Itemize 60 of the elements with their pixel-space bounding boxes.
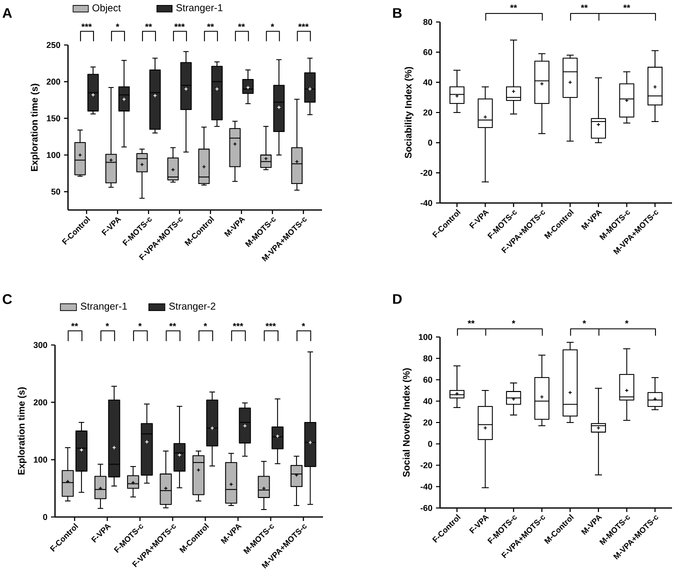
y-tick-label: 20 [423, 420, 432, 426]
text: ** [169, 323, 176, 326]
text: ** [623, 4, 630, 8]
text: * [138, 323, 142, 326]
y-tick-label: 40 [423, 79, 432, 86]
y-tick-label: 80 [423, 19, 432, 25]
chart-title: B [393, 8, 402, 18]
y-tick-label: 100 [418, 334, 432, 340]
y-tick-label: 50 [51, 188, 60, 195]
text: ** [207, 24, 214, 27]
y-tick-label: 60 [423, 49, 432, 56]
text: * [204, 323, 208, 326]
text: *** [81, 24, 92, 27]
y-tick-label: 0 [43, 514, 48, 520]
y-tick-label: -40 [420, 484, 432, 490]
text: ** [510, 4, 518, 8]
text: * [582, 320, 586, 324]
text: ** [580, 4, 588, 8]
chart-title: A [2, 8, 12, 18]
text: *** [174, 24, 185, 27]
y-tick-label: -20 [420, 462, 432, 468]
text: * [116, 24, 120, 27]
y-tick-label: 80 [423, 355, 432, 362]
y-tick-label: 100 [34, 456, 48, 463]
y-tick-label: 150 [46, 115, 60, 122]
y-axis-title: Social Novelty Index (%) [402, 368, 412, 477]
y-tick-label: 300 [34, 342, 48, 348]
y-tick-label: 60 [423, 376, 432, 383]
text: ** [468, 320, 475, 324]
y-tick-label: -20 [420, 170, 432, 176]
text: ** [238, 24, 245, 27]
text: * [106, 323, 110, 326]
text: ** [145, 24, 152, 27]
y-tick-label: 200 [46, 78, 60, 85]
chart-title: C [2, 294, 12, 304]
legend-label: Stranger-2 [169, 302, 216, 312]
legend-label: Stranger-1 [80, 302, 127, 312]
text: * [625, 320, 628, 324]
y-tick-label: 0 [428, 140, 432, 146]
y-tick-label: -60 [420, 505, 432, 511]
text: *** [232, 323, 244, 326]
text: * [270, 24, 274, 27]
y-tick-label: 40 [423, 398, 432, 404]
legend-label: Object [92, 4, 121, 14]
text: *** [266, 323, 276, 326]
text: ** [71, 323, 78, 326]
y-tick-label: 0 [428, 440, 432, 447]
y-axis-title: Exploration time (s) [30, 84, 40, 172]
y-axis-title: Exploration time (s) [18, 387, 27, 475]
text: * [302, 323, 306, 326]
text: * [512, 320, 516, 324]
y-tick-label: 100 [46, 152, 60, 158]
text: *** [298, 24, 309, 27]
y-tick-label: 200 [34, 399, 48, 406]
y-tick-label: 20 [423, 110, 432, 116]
y-tick-label: 250 [46, 42, 60, 48]
legend-label: Stranger-1 [176, 4, 222, 14]
y-tick-label: -40 [420, 200, 432, 206]
y-axis-title: Sociability Index (%) [404, 66, 414, 158]
chart-title: D [393, 294, 402, 304]
